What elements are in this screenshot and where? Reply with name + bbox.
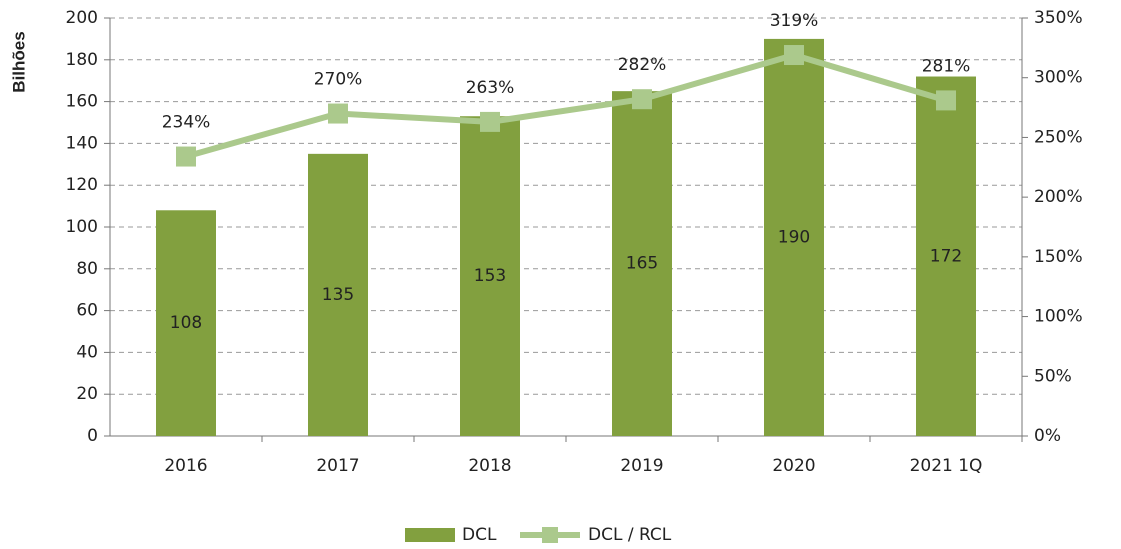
line-marker [176, 146, 196, 167]
line-marker [784, 45, 804, 66]
bar [156, 210, 216, 436]
y2-tick-label: 350% [1034, 8, 1083, 28]
y-tick-label: 40 [76, 342, 98, 362]
y-tick-label: 120 [66, 175, 98, 195]
legend-swatch-marker [542, 527, 558, 543]
line [185, 51, 947, 160]
y2-tick-label: 50% [1034, 366, 1072, 386]
y-tick-label: 100 [66, 217, 98, 237]
y-tick-label: 200 [66, 8, 98, 28]
x-tick-label: 2017 [316, 456, 359, 476]
y-tick-label: 180 [66, 50, 98, 70]
y2-tick-label: 100% [1034, 307, 1083, 327]
x-tick-label: 2019 [620, 456, 663, 476]
x-tick-label: 2021 1Q [910, 456, 983, 476]
bar-value-label: 108 [170, 313, 202, 333]
line-value-label: 319% [770, 11, 819, 31]
bar-value-label: 190 [778, 227, 810, 247]
bar-value-label: 153 [474, 266, 506, 286]
bar [308, 153, 368, 436]
x-tick-label: 2018 [468, 456, 511, 476]
bar-value-label: 165 [626, 254, 658, 274]
y2-tick-label: 200% [1034, 187, 1083, 207]
y-tick-label: 20 [76, 384, 98, 404]
x-tick-label: 2016 [164, 456, 207, 476]
bar [764, 38, 824, 437]
x-tick-label: 2020 [772, 456, 815, 476]
line-marker [936, 90, 956, 111]
bar [612, 91, 672, 437]
legend-label: DCL / RCL [588, 525, 672, 545]
y-tick-label: 160 [66, 92, 98, 112]
y2-tick-label: 300% [1034, 68, 1083, 88]
legend-label: DCL [462, 525, 497, 545]
line-value-label: 282% [618, 55, 667, 75]
line-marker [480, 111, 500, 132]
y2-tick-label: 150% [1034, 247, 1083, 267]
y-tick-label: 60 [76, 301, 98, 321]
line-value-label: 281% [922, 56, 971, 76]
line-value-label: 270% [314, 70, 363, 90]
y-tick-label: 80 [76, 259, 98, 279]
line-marker [632, 89, 652, 110]
line-value-label: 234% [162, 113, 211, 133]
line-value-label: 263% [466, 78, 515, 98]
y-axis-title: Bilhões [9, 31, 28, 92]
bar [916, 76, 976, 437]
y2-tick-label: 250% [1034, 127, 1083, 147]
y2-tick-label: 0% [1034, 426, 1061, 446]
bar-value-label: 135 [322, 285, 354, 305]
y-tick-label: 140 [66, 133, 98, 153]
line-marker [328, 103, 348, 124]
y-tick-label: 0 [87, 426, 98, 446]
bar-value-label: 172 [930, 246, 962, 266]
legend-swatch [405, 528, 455, 542]
bar [460, 116, 520, 436]
